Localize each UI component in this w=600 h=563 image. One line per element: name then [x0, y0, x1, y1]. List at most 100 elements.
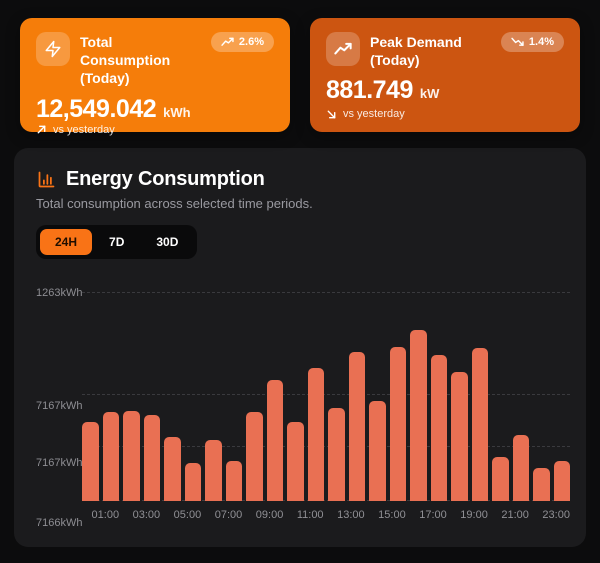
bar-slot	[287, 293, 304, 501]
bar-11:00[interactable]	[307, 367, 324, 501]
footer-text: vs yesterday	[53, 123, 115, 136]
y-axis-label: 7166kWh	[36, 517, 83, 529]
bar-07:00[interactable]	[225, 461, 242, 501]
bar-slot	[410, 293, 427, 501]
trend-badge: 1.4%	[500, 32, 564, 52]
y-axis-label: 1263kWh	[36, 287, 83, 299]
bar-slot	[143, 293, 160, 501]
panel-header: Energy Consumption	[36, 168, 570, 191]
card-unit: kW	[419, 86, 440, 102]
x-axis-label: 13:00	[337, 509, 365, 521]
bar-slot	[471, 293, 488, 501]
card-value: 12,549.042	[36, 94, 157, 123]
x-axis-label	[82, 509, 88, 523]
bar-slot	[512, 293, 529, 501]
zap-icon	[36, 32, 70, 66]
bar-14:00[interactable]	[369, 401, 386, 501]
bar-slot	[430, 293, 447, 501]
bar-05:00[interactable]	[184, 462, 201, 501]
bar-17:00[interactable]	[430, 355, 447, 501]
bar-23:00[interactable]	[553, 461, 570, 501]
card-value-row: 12,549.042 kWh	[36, 95, 274, 124]
bar-15:00[interactable]	[389, 347, 406, 501]
panel-subtitle: Total consumption across selected time p…	[36, 196, 313, 211]
x-axis-label: 23:00	[542, 509, 570, 521]
bar-13:00[interactable]	[348, 352, 365, 501]
bar-12:00[interactable]	[328, 408, 345, 501]
card-title: Total Consumption (Today)	[80, 34, 171, 87]
card-header: Peak Demand (Today) 1.4%	[326, 32, 564, 69]
bars-container	[82, 293, 570, 501]
bar-chart: 7166kWh 7167kWh 7167kWh 1263kWh 01:00 03:00 0…	[36, 287, 570, 529]
trending-up-icon	[221, 37, 234, 46]
tab-24h[interactable]: 24H	[40, 229, 93, 255]
badge-text: 1.4%	[528, 36, 554, 48]
bar-slot	[348, 293, 365, 501]
bar-slot	[205, 293, 222, 501]
panel-title: Energy Consumption	[66, 168, 265, 190]
x-axis-label: 05:00	[173, 509, 202, 521]
x-axis-label	[369, 509, 375, 523]
bar-slot	[225, 293, 242, 501]
bar-19:00[interactable]	[471, 348, 488, 501]
x-axis-label: 11:00	[296, 509, 324, 521]
bar-20:00[interactable]	[492, 457, 509, 501]
bar-04:00[interactable]	[164, 436, 181, 501]
plot-area	[82, 292, 570, 501]
gridline	[82, 393, 570, 395]
bar-slot	[328, 293, 345, 501]
bar-22:00[interactable]	[533, 467, 550, 501]
x-axis-label: 03:00	[132, 509, 161, 521]
plot-wrap: 01:00 03:00 05:00 07:00 09:00 11:00 13:00 15:00…	[82, 292, 570, 523]
bar-08:00[interactable]	[246, 411, 263, 501]
bar-slot	[553, 293, 570, 501]
x-axis-label	[533, 509, 539, 523]
arrow-down-right-icon	[327, 110, 336, 118]
y-axis-label: 7167kWh	[36, 457, 83, 470]
bar-06:00[interactable]	[205, 439, 222, 501]
card-value: 881.749	[326, 76, 413, 105]
card-footer: vs yesterday	[326, 108, 564, 120]
chart-column-icon	[38, 171, 55, 188]
x-axis-label	[123, 509, 129, 523]
bar-slot	[451, 293, 468, 501]
bar-slot	[492, 293, 509, 501]
x-axis-label	[492, 509, 498, 523]
card-footer: vs yesterday	[36, 124, 274, 136]
bar-slot	[102, 293, 119, 501]
y-axis: 7166kWh 7167kWh 7167kWh 1263kWh	[36, 287, 83, 529]
bar-21:00[interactable]	[512, 435, 529, 501]
x-axis-label	[287, 509, 293, 523]
x-axis-label: 21:00	[501, 509, 529, 521]
trending-down-icon	[511, 37, 524, 46]
x-axis-label: 19:00	[460, 509, 488, 521]
time-range-tabs: 24H 7D 30D	[36, 225, 198, 259]
x-axis-label	[410, 509, 416, 523]
bar-01:00[interactable]	[102, 411, 119, 501]
trending-up-icon	[326, 32, 360, 66]
bar-18:00[interactable]	[451, 372, 468, 501]
bar-slot	[164, 293, 181, 501]
x-axis-label: 07:00	[214, 509, 243, 521]
tab-30d[interactable]: 30D	[141, 229, 193, 255]
bar-02:00[interactable]	[123, 410, 140, 501]
card-unit: kWh	[163, 104, 191, 120]
bar-03:00[interactable]	[143, 414, 160, 501]
bar-slot	[246, 293, 263, 501]
bar-slot	[369, 293, 386, 501]
bar-10:00[interactable]	[287, 421, 304, 501]
footer-text: vs yesterday	[343, 108, 405, 120]
bar-slot	[389, 293, 406, 501]
arrow-up-right-icon	[37, 125, 46, 134]
x-axis-label: 17:00	[419, 509, 447, 521]
x-axis-label: 09:00	[255, 509, 284, 521]
x-axis-label	[328, 509, 334, 523]
x-axis: 01:00 03:00 05:00 07:00 09:00 11:00 13:00 15:00…	[82, 509, 570, 523]
card-header: Total Consumption (Today) 2.6%	[36, 32, 274, 88]
bar-09:00[interactable]	[266, 380, 283, 501]
trend-badge: 2.6%	[210, 32, 274, 52]
bar-16:00[interactable]	[410, 330, 427, 501]
bar-00:00[interactable]	[82, 421, 99, 501]
tab-7d[interactable]: 7D	[94, 229, 139, 255]
x-axis-label	[164, 509, 170, 523]
